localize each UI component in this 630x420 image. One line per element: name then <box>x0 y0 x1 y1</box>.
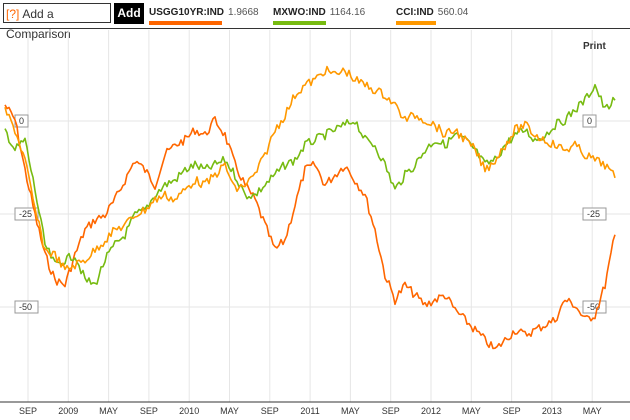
y-tick-label-left-box <box>14 207 39 221</box>
y-tick-label-right-box <box>582 207 607 221</box>
legend-color-bar <box>149 21 222 25</box>
y-tick-label-right: -25 <box>587 209 600 219</box>
comparison-placeholder: Add a Comparison <box>6 7 71 41</box>
help-icon[interactable]: [?] <box>6 7 20 21</box>
x-tick-label: SEP <box>140 406 158 416</box>
legend-item-usgg10yr[interactable]: USGG10YR:IND 1.9668 <box>149 7 259 25</box>
y-tick-label-right-box <box>582 114 597 128</box>
legend-value: 1.9668 <box>228 7 259 18</box>
x-tick-label: SEP <box>19 406 37 416</box>
toolbar: [?] Add a Comparison Add USGG10YR:IND 1.96… <box>0 0 630 41</box>
legend-color-bar <box>396 21 436 25</box>
add-button[interactable]: Add <box>114 3 144 24</box>
y-tick-label-left: -50 <box>19 302 32 312</box>
x-tick-label: 2012 <box>421 406 441 416</box>
legend-item-cci[interactable]: CCI:IND 560.04 <box>396 7 469 25</box>
x-tick-label: MAY <box>462 406 481 416</box>
x-tick-label: SEP <box>503 406 521 416</box>
x-tick-label: MAY <box>341 406 360 416</box>
series-line-cci <box>4 65 616 271</box>
legend-value: 560.04 <box>437 7 469 18</box>
x-tick-label: 2009 <box>58 406 78 416</box>
add-comparison-input[interactable]: [?] Add a Comparison <box>3 3 111 41</box>
legend-color-bar <box>273 21 326 25</box>
x-tick-label: 2011 <box>300 406 319 416</box>
y-tick-label-right: 0 <box>587 116 592 126</box>
legend-ticker: USGG10YR:IND <box>149 7 225 18</box>
series-line-usgg10yr <box>4 104 616 350</box>
print-button[interactable]: Print <box>583 41 606 52</box>
y-tick-label-left: -25 <box>19 209 32 219</box>
y-tick-label-right: -50 <box>587 302 600 312</box>
x-tick-label: 2010 <box>179 406 199 416</box>
x-tick-label: SEP <box>382 406 400 416</box>
legend-value: 1164.16 <box>329 7 366 18</box>
x-tick-label: 2013 <box>542 406 562 416</box>
x-tick-label: MAY <box>99 406 118 416</box>
legend-ticker: MXWO:IND <box>273 7 326 18</box>
x-tick-label: SEP <box>261 406 279 416</box>
x-tick-label: MAY <box>220 406 239 416</box>
y-tick-label-left-box <box>14 300 39 314</box>
y-tick-label-left: 0 <box>19 116 24 126</box>
legend-ticker: CCI:IND <box>396 7 434 18</box>
x-tick-label: MAY <box>583 406 602 416</box>
legend-item-mxwo[interactable]: MXWO:IND 1164.16 <box>273 7 366 25</box>
